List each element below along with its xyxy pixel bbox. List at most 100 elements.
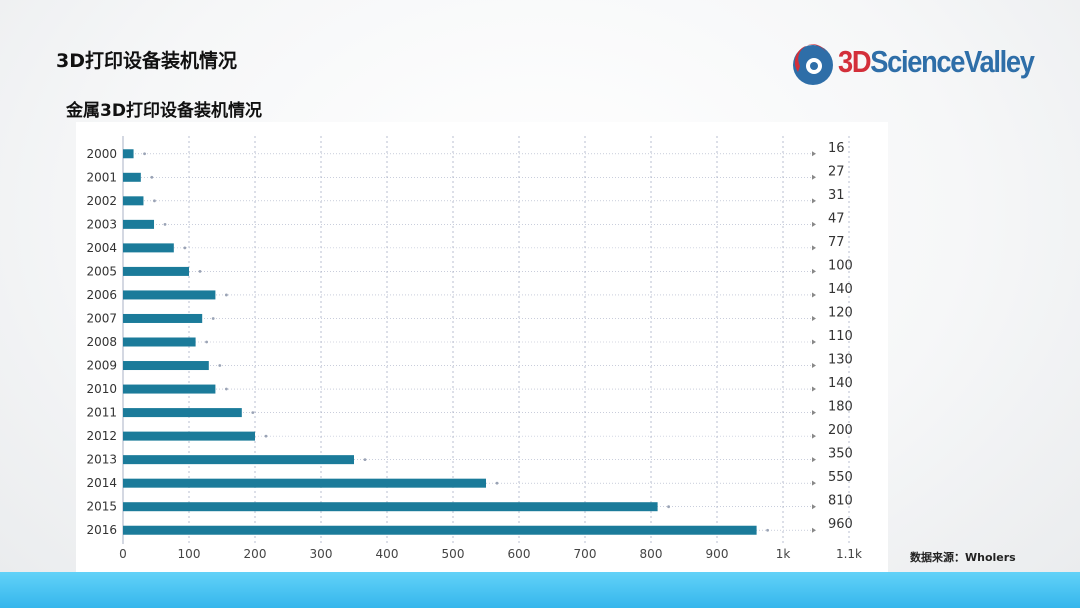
bar-end-marker [153, 199, 156, 203]
x-tick-label: 300 [310, 547, 333, 561]
bar-end-marker [218, 364, 222, 367]
bar-end-marker [363, 458, 367, 462]
bottom-accent-bar [0, 572, 1080, 608]
row-arrow-icon [812, 386, 816, 392]
x-tick-label: 1k [776, 547, 791, 561]
logo-text-sciencevalley: ScienceValley [870, 44, 1035, 79]
bar-end-marker [150, 175, 154, 179]
bar [123, 149, 134, 159]
category-label: 2009 [86, 359, 117, 373]
bar-end-marker [495, 481, 499, 485]
category-label: 2015 [86, 500, 117, 514]
category-label: 2016 [86, 523, 117, 537]
row-arrow-icon [812, 410, 816, 416]
x-tick-label: 500 [442, 547, 465, 561]
bar-end-marker [163, 222, 167, 226]
value-label: 100 [828, 258, 853, 273]
bar [123, 172, 141, 182]
bar [123, 196, 144, 206]
bar-end-marker [766, 528, 769, 532]
category-label: 2013 [86, 453, 117, 467]
bar-end-marker [198, 270, 202, 273]
row-arrow-icon [812, 174, 816, 180]
value-label: 47 [828, 211, 845, 226]
category-label: 2010 [86, 382, 117, 396]
value-label: 140 [828, 282, 853, 297]
row-arrow-icon [812, 292, 816, 298]
value-label: 550 [828, 470, 853, 485]
value-label: 960 [828, 517, 853, 532]
bar-end-marker [143, 152, 146, 156]
bar [123, 337, 196, 347]
row-arrow-icon [812, 457, 816, 463]
bar [123, 219, 155, 229]
x-tick-label: 1.1k [836, 547, 862, 561]
bar-end-marker [211, 317, 215, 320]
company-logo: 3DScienceValley [790, 38, 1035, 98]
bar-chart: 0 100 200 300 400 500 600 700 800 900 1k 1.1k 2000 16… [86, 136, 862, 561]
x-tick-label: 700 [574, 547, 597, 561]
row-arrow-icon [812, 315, 816, 321]
value-label: 31 [828, 188, 845, 203]
row-arrow-icon [812, 245, 816, 251]
category-label: 2011 [86, 406, 117, 420]
bar [123, 266, 189, 276]
chart-title: 金属3D打印设备装机情况 [66, 101, 262, 121]
value-label: 130 [828, 353, 853, 368]
x-tick-label: 200 [244, 547, 267, 561]
row-arrow-icon [812, 504, 816, 510]
category-label: 2002 [86, 194, 117, 208]
bar [123, 361, 209, 371]
bar-end-marker [264, 434, 268, 438]
category-label: 2004 [86, 241, 117, 255]
x-tick-label: 600 [508, 547, 531, 561]
value-label: 180 [828, 400, 853, 415]
value-label: 350 [828, 447, 853, 462]
chart-panel: 0 100 200 300 400 500 600 700 800 900 1k 1.1k 2000 16… [76, 122, 888, 572]
bar [123, 313, 203, 323]
value-label: 110 [828, 329, 853, 344]
row-arrow-icon [812, 221, 816, 227]
row-arrow-icon [812, 151, 816, 157]
row-arrow-icon [812, 339, 816, 345]
bar [123, 243, 174, 253]
bar [123, 431, 255, 441]
category-label: 2003 [86, 217, 117, 231]
row-arrow-icon [812, 480, 816, 486]
value-label: 200 [828, 423, 853, 438]
row-arrow-icon [812, 527, 816, 533]
category-label: 2008 [86, 335, 117, 349]
category-label: 2012 [86, 429, 117, 443]
category-label: 2014 [86, 476, 117, 490]
bar [123, 525, 757, 535]
x-tick-label: 0 [119, 547, 127, 561]
bar [123, 384, 216, 394]
x-tick-label: 800 [640, 547, 663, 561]
bar-end-marker [205, 340, 209, 344]
category-label: 2000 [86, 147, 117, 161]
value-label: 27 [828, 164, 845, 179]
bar [123, 455, 354, 465]
bar-end-marker [225, 387, 228, 391]
category-label: 2007 [86, 311, 117, 325]
value-label: 16 [828, 141, 845, 156]
bar [123, 408, 242, 418]
bar-end-marker [667, 505, 670, 509]
bar-end-marker [225, 293, 228, 297]
source-note: 数据来源：Wholers [910, 551, 1016, 564]
value-label: 120 [828, 305, 853, 320]
bar [123, 290, 216, 300]
row-arrow-icon [812, 268, 816, 274]
category-label: 2001 [86, 170, 117, 184]
bar [123, 502, 658, 512]
bar-end-marker [251, 411, 255, 414]
bar-end-marker [183, 246, 187, 250]
value-label: 810 [828, 494, 853, 509]
logo-text-3d: 3D [838, 44, 872, 79]
x-tick-label: 900 [706, 547, 729, 561]
row-arrow-icon [812, 198, 816, 204]
row-arrow-icon [812, 363, 816, 369]
category-label: 2006 [86, 288, 117, 302]
slide-title: 3D打印设备装机情况 [56, 50, 237, 72]
category-label: 2005 [86, 264, 117, 278]
